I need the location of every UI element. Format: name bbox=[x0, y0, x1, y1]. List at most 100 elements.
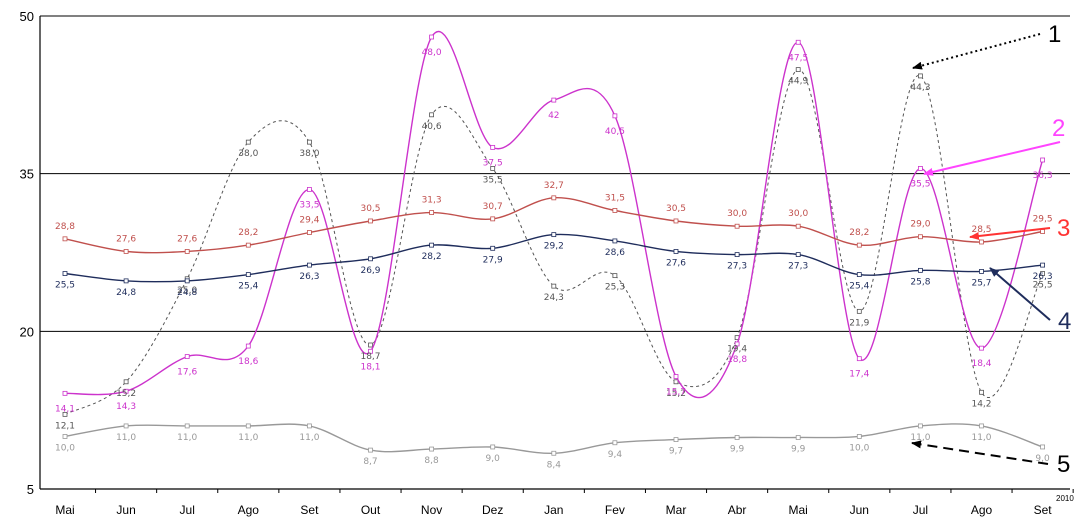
data-label: 18,1 bbox=[360, 362, 380, 372]
data-point bbox=[612, 208, 618, 213]
data-point bbox=[551, 232, 557, 238]
data-label: 29,0 bbox=[910, 220, 930, 230]
data-point bbox=[184, 278, 190, 284]
data-label: 14,1 bbox=[55, 404, 75, 414]
data-point bbox=[979, 423, 984, 429]
data-label: 15,2 bbox=[116, 389, 136, 399]
x-tick-label: Mai bbox=[55, 503, 74, 517]
data-labels-group: 12,1 15,2 25,0 38,0 38,0 18,7 40,6 35,5 24,3 25,3… bbox=[55, 48, 1053, 470]
data-point bbox=[123, 423, 129, 429]
data-point bbox=[918, 166, 923, 171]
data-label: 18,4 bbox=[971, 359, 991, 369]
data-point bbox=[612, 440, 618, 446]
data-point bbox=[673, 379, 679, 385]
callout-arrow-3 bbox=[969, 227, 1051, 240]
data-label: 30,0 bbox=[727, 209, 747, 219]
series-group bbox=[62, 30, 1045, 456]
data-label: 12,1 bbox=[55, 421, 75, 431]
data-label: 36,3 bbox=[1033, 171, 1053, 181]
data-point bbox=[612, 238, 618, 244]
callout-arrow-5 bbox=[911, 440, 1049, 465]
callout-number-3: 3 bbox=[1057, 215, 1070, 242]
data-point bbox=[62, 271, 68, 276]
data-label: 33,5 bbox=[299, 200, 319, 210]
data-point bbox=[368, 342, 373, 348]
data-label: 8,8 bbox=[424, 456, 439, 466]
gridlines bbox=[40, 15, 1070, 332]
data-point bbox=[551, 283, 557, 289]
data-label: 27,3 bbox=[727, 262, 747, 272]
axes bbox=[39, 16, 1074, 493]
data-point bbox=[1040, 444, 1045, 450]
data-point bbox=[123, 249, 129, 254]
data-point bbox=[306, 423, 312, 429]
callout-arrow-2 bbox=[923, 141, 1061, 176]
data-point bbox=[490, 245, 496, 251]
data-point bbox=[795, 67, 801, 73]
data-point bbox=[979, 389, 984, 395]
data-label: 18,7 bbox=[360, 352, 380, 362]
data-label: 28,2 bbox=[849, 228, 869, 238]
data-point bbox=[612, 113, 618, 119]
x-tick-label: Mar bbox=[666, 503, 687, 517]
data-point bbox=[734, 223, 740, 229]
data-label: 9,4 bbox=[608, 450, 623, 460]
data-point bbox=[673, 249, 679, 254]
data-label: 40,5 bbox=[605, 127, 625, 137]
data-label: 9,9 bbox=[791, 444, 806, 454]
data-label: 21,9 bbox=[849, 318, 869, 328]
data-label: 25,8 bbox=[910, 277, 930, 287]
data-point bbox=[734, 341, 740, 347]
data-point bbox=[673, 374, 679, 379]
x-tick-label: Jun bbox=[850, 503, 869, 517]
year-annotation: 2010 bbox=[1056, 494, 1074, 503]
data-label: 18,6 bbox=[238, 357, 258, 367]
callout-number-1: 1 bbox=[1048, 21, 1061, 48]
data-label: 30,7 bbox=[483, 202, 503, 212]
data-label: 31,5 bbox=[605, 193, 625, 203]
series-line-2 bbox=[64, 30, 1044, 399]
data-point bbox=[1040, 271, 1045, 276]
data-label: 42 bbox=[548, 111, 559, 121]
series-line-1 bbox=[64, 69, 1044, 415]
data-label: 19,4 bbox=[727, 345, 747, 355]
x-tick-label: Jan bbox=[544, 503, 563, 517]
x-tick-label: Jun bbox=[116, 503, 135, 517]
data-point bbox=[123, 278, 129, 284]
data-point bbox=[245, 139, 251, 145]
data-point bbox=[856, 434, 862, 439]
data-label: 25,5 bbox=[1033, 281, 1053, 291]
data-label: 25,7 bbox=[971, 278, 991, 288]
data-label: 27,3 bbox=[788, 262, 808, 272]
data-label: 44,9 bbox=[788, 77, 808, 87]
data-point bbox=[795, 435, 801, 440]
data-label: 14,2 bbox=[971, 399, 991, 409]
data-point bbox=[1040, 157, 1045, 163]
data-label: 11,0 bbox=[299, 433, 319, 443]
data-point bbox=[306, 262, 312, 268]
data-label: 17,4 bbox=[849, 370, 869, 380]
x-tick-label: Ago bbox=[971, 503, 993, 517]
data-label: 9,9 bbox=[730, 444, 745, 454]
data-label: 28,5 bbox=[971, 225, 991, 235]
x-tick-label: Fev bbox=[605, 503, 625, 517]
data-point bbox=[856, 272, 862, 277]
data-point bbox=[490, 444, 496, 450]
data-label: 48,0 bbox=[422, 48, 442, 58]
data-label: 27,6 bbox=[666, 258, 686, 268]
callout-number-4: 4 bbox=[1058, 308, 1071, 335]
data-label: 26,3 bbox=[299, 272, 319, 282]
x-tick-label: Mai bbox=[789, 503, 808, 517]
x-tick-label: Dez bbox=[482, 503, 503, 517]
data-point bbox=[429, 210, 435, 215]
data-label: 18,8 bbox=[727, 355, 747, 365]
data-label: 26,9 bbox=[360, 266, 380, 276]
data-point bbox=[306, 230, 312, 235]
data-label: 29,5 bbox=[1033, 214, 1053, 224]
data-label: 24,8 bbox=[116, 288, 136, 298]
data-label: 30,5 bbox=[360, 204, 380, 214]
data-point bbox=[795, 223, 801, 229]
data-label: 28,2 bbox=[422, 252, 442, 262]
data-point bbox=[306, 139, 312, 145]
